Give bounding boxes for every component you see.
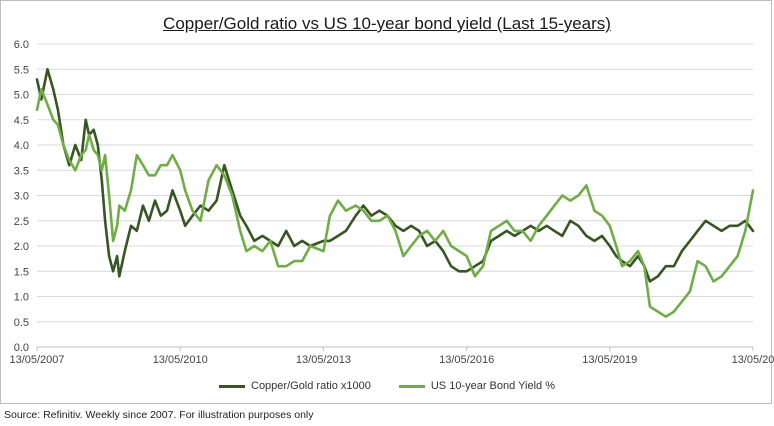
legend-label-bond-yield: US 10-year Bond Yield % bbox=[430, 380, 555, 392]
y-tick-label: 5.0 bbox=[14, 90, 29, 102]
x-tick-label: 13/05/2019 bbox=[582, 354, 637, 366]
y-tick-label: 4.0 bbox=[14, 140, 29, 152]
y-tick-label: 2.5 bbox=[14, 216, 29, 228]
chart-title: Copper/Gold ratio vs US 10-year bond yie… bbox=[163, 14, 611, 33]
y-tick-label: 3.5 bbox=[14, 165, 29, 177]
series-line-copper-gold bbox=[35, 68, 755, 283]
y-tick-label: 2.0 bbox=[14, 241, 29, 253]
y-tick-label: 1.5 bbox=[14, 266, 29, 278]
y-tick-label: 6.0 bbox=[14, 39, 29, 51]
chart-plot-area: 0.0 0.5 1.0 1.5 2.0 2.5 3.0 3.5 4.0 4.5 5.0 5.5 6.0 1… bbox=[9, 39, 774, 366]
legend-swatch-bond-yield bbox=[398, 384, 425, 388]
legend-item-copper-gold: Copper/Gold ratio x1000 bbox=[219, 380, 371, 392]
x-tick-label: 13/05/2016 bbox=[439, 354, 494, 366]
legend-swatch-copper-gold bbox=[219, 384, 245, 388]
x-tick-label: 13/05/2013 bbox=[296, 354, 351, 366]
x-tick-label: 13/05/2007 bbox=[9, 354, 64, 366]
gridlines bbox=[37, 43, 753, 323]
series-lines bbox=[35, 68, 755, 319]
legend: Copper/Gold ratio x1000 US 10-year Bond … bbox=[0, 380, 774, 392]
y-tick-label: 0.0 bbox=[14, 342, 29, 354]
x-tick-label: 13/05/20 bbox=[732, 354, 774, 366]
y-tick-label: 3.0 bbox=[14, 191, 29, 203]
series-line-bond-yield bbox=[35, 88, 755, 319]
source-note: Source: Refinitiv. Weekly since 2007. Fo… bbox=[4, 409, 314, 421]
y-tick-label: 5.5 bbox=[14, 64, 29, 76]
legend-label-copper-gold: Copper/Gold ratio x1000 bbox=[251, 380, 371, 392]
x-tick-label: 13/05/2010 bbox=[153, 354, 208, 366]
axes: 0.0 0.5 1.0 1.5 2.0 2.5 3.0 3.5 4.0 4.5 5.0 5.5 6.0 1… bbox=[9, 39, 774, 366]
y-tick-label: 1.0 bbox=[14, 292, 29, 304]
y-tick-label: 4.5 bbox=[14, 115, 29, 127]
legend-item-bond-yield: US 10-year Bond Yield % bbox=[398, 380, 555, 392]
y-tick-label: 0.5 bbox=[14, 317, 29, 329]
